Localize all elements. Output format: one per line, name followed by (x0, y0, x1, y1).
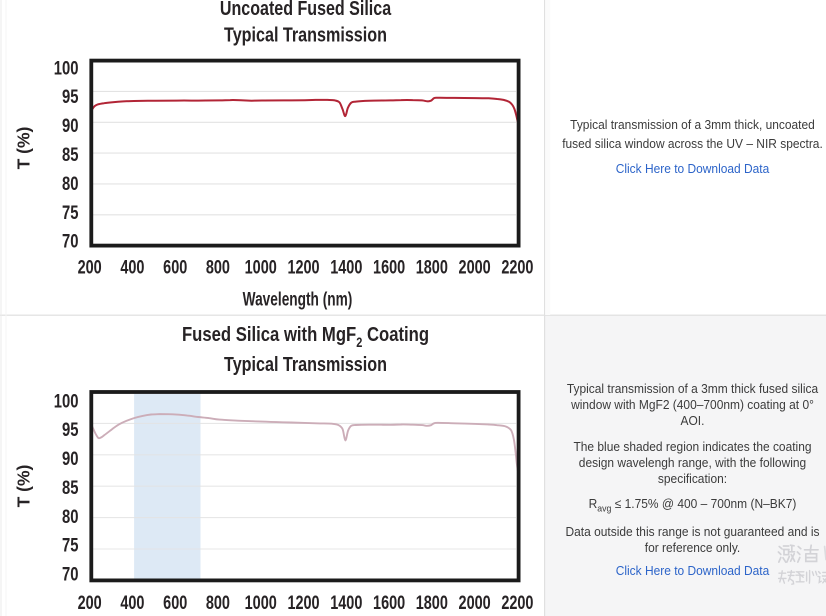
svg-text:75: 75 (62, 535, 78, 556)
svg-text:80: 80 (62, 506, 78, 527)
svg-text:Uncoated Fused Silica: Uncoated Fused Silica (220, 0, 392, 19)
svg-text:T (%): T (%) (14, 465, 34, 508)
svg-text:800: 800 (206, 257, 230, 278)
svg-text:Typical Transmission: Typical Transmission (224, 22, 387, 45)
svg-text:1200: 1200 (287, 257, 319, 278)
svg-text:2000: 2000 (459, 257, 491, 278)
svg-text:70: 70 (62, 231, 78, 252)
svg-text:Typical Transmission: Typical Transmission (224, 352, 387, 375)
svg-text:800: 800 (206, 592, 230, 613)
svg-text:T (%): T (%) (14, 127, 34, 170)
svg-text:80: 80 (62, 173, 78, 194)
svg-text:Wavelength (nm): Wavelength (nm) (243, 288, 353, 310)
svg-text:200: 200 (78, 592, 102, 613)
svg-text:2000: 2000 (459, 592, 491, 613)
svg-text:1800: 1800 (416, 257, 448, 278)
svg-text:95: 95 (62, 419, 78, 440)
svg-text:90: 90 (62, 115, 78, 136)
svg-text:2200: 2200 (501, 257, 533, 278)
svg-text:100: 100 (54, 391, 79, 412)
svg-text:600: 600 (163, 592, 187, 613)
svg-text:85: 85 (62, 477, 78, 498)
svg-text:1400: 1400 (330, 592, 362, 613)
svg-text:1600: 1600 (373, 257, 405, 278)
svg-text:200: 200 (78, 257, 102, 278)
svg-text:400: 400 (120, 592, 144, 613)
svg-text:85: 85 (62, 144, 78, 165)
svg-text:90: 90 (62, 448, 78, 469)
svg-text:1200: 1200 (287, 592, 319, 613)
svg-text:600: 600 (163, 257, 187, 278)
svg-text:100: 100 (54, 58, 79, 79)
svg-text:1400: 1400 (330, 257, 362, 278)
svg-text:1000: 1000 (245, 257, 277, 278)
svg-text:1000: 1000 (245, 592, 277, 613)
svg-text:2200: 2200 (501, 592, 533, 613)
svg-text:70: 70 (62, 564, 78, 585)
svg-text:95: 95 (62, 86, 78, 107)
svg-text:1600: 1600 (373, 592, 405, 613)
svg-text:75: 75 (62, 202, 78, 223)
svg-text:1800: 1800 (416, 592, 448, 613)
svg-text:400: 400 (120, 257, 144, 278)
